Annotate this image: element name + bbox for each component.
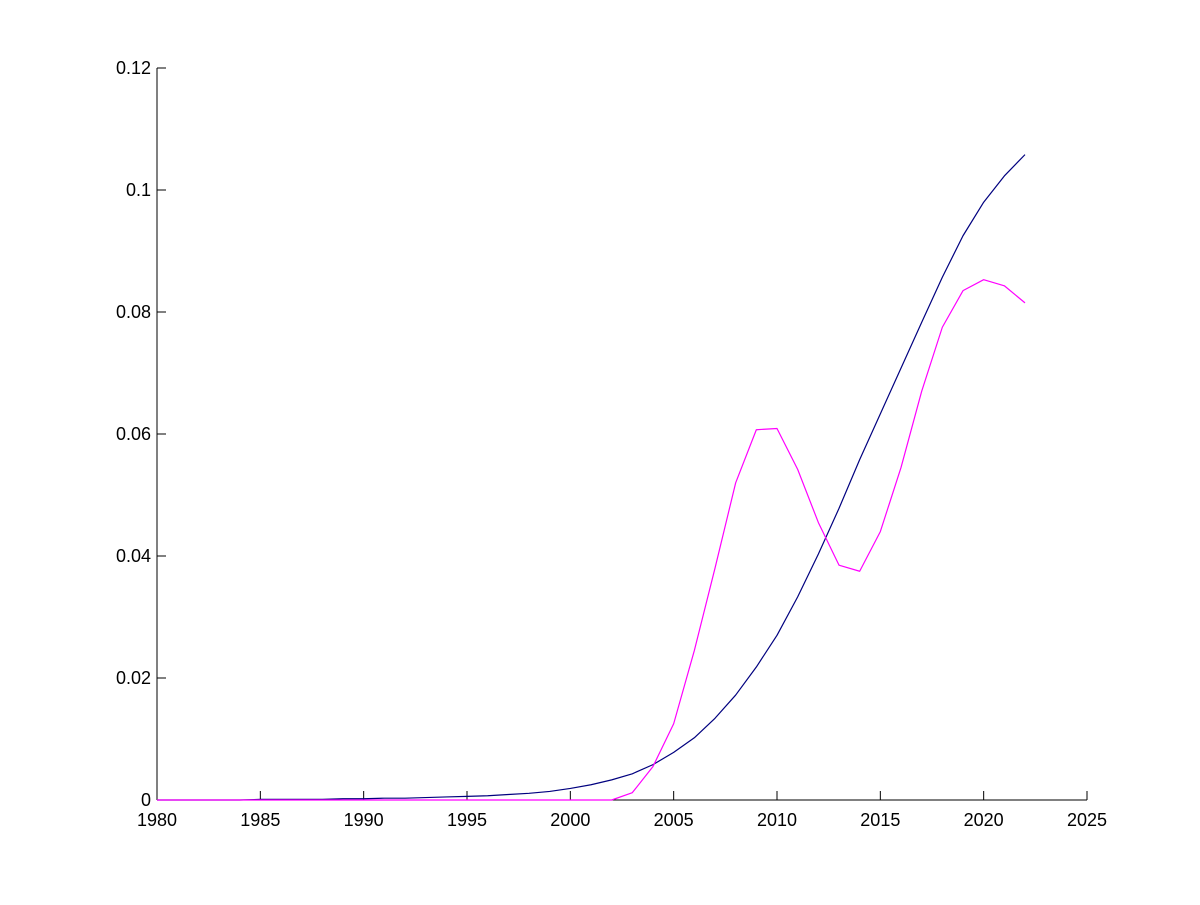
x-tick-label: 1990 xyxy=(344,810,384,830)
x-tick-label: 2015 xyxy=(860,810,900,830)
series-layer xyxy=(157,154,1026,801)
y-tick-label: 0 xyxy=(141,790,151,810)
y-tick-label: 0.02 xyxy=(116,668,151,688)
y-tick-label: 0.04 xyxy=(116,546,151,566)
x-tick-label: 2010 xyxy=(757,810,797,830)
y-tick-label: 0.1 xyxy=(126,180,151,200)
y-tick-label: 0.08 xyxy=(116,302,151,322)
y-tick-label: 0.06 xyxy=(116,424,151,444)
series-line-2 xyxy=(157,279,1026,801)
axes: 1980 1985 1990 1995 2000 2005 2010 2015 2020 2025… xyxy=(116,58,1107,830)
x-tick-label: 2025 xyxy=(1067,810,1107,830)
x-tick-label: 1995 xyxy=(447,810,487,830)
x-tick-label: 2000 xyxy=(550,810,590,830)
series-line-1 xyxy=(157,154,1026,801)
x-tick-label: 1980 xyxy=(137,810,177,830)
y-tick-label: 0.12 xyxy=(116,58,151,78)
x-tick-label: 1985 xyxy=(240,810,280,830)
x-tick-label: 2005 xyxy=(654,810,694,830)
x-tick-label: 2020 xyxy=(964,810,1004,830)
